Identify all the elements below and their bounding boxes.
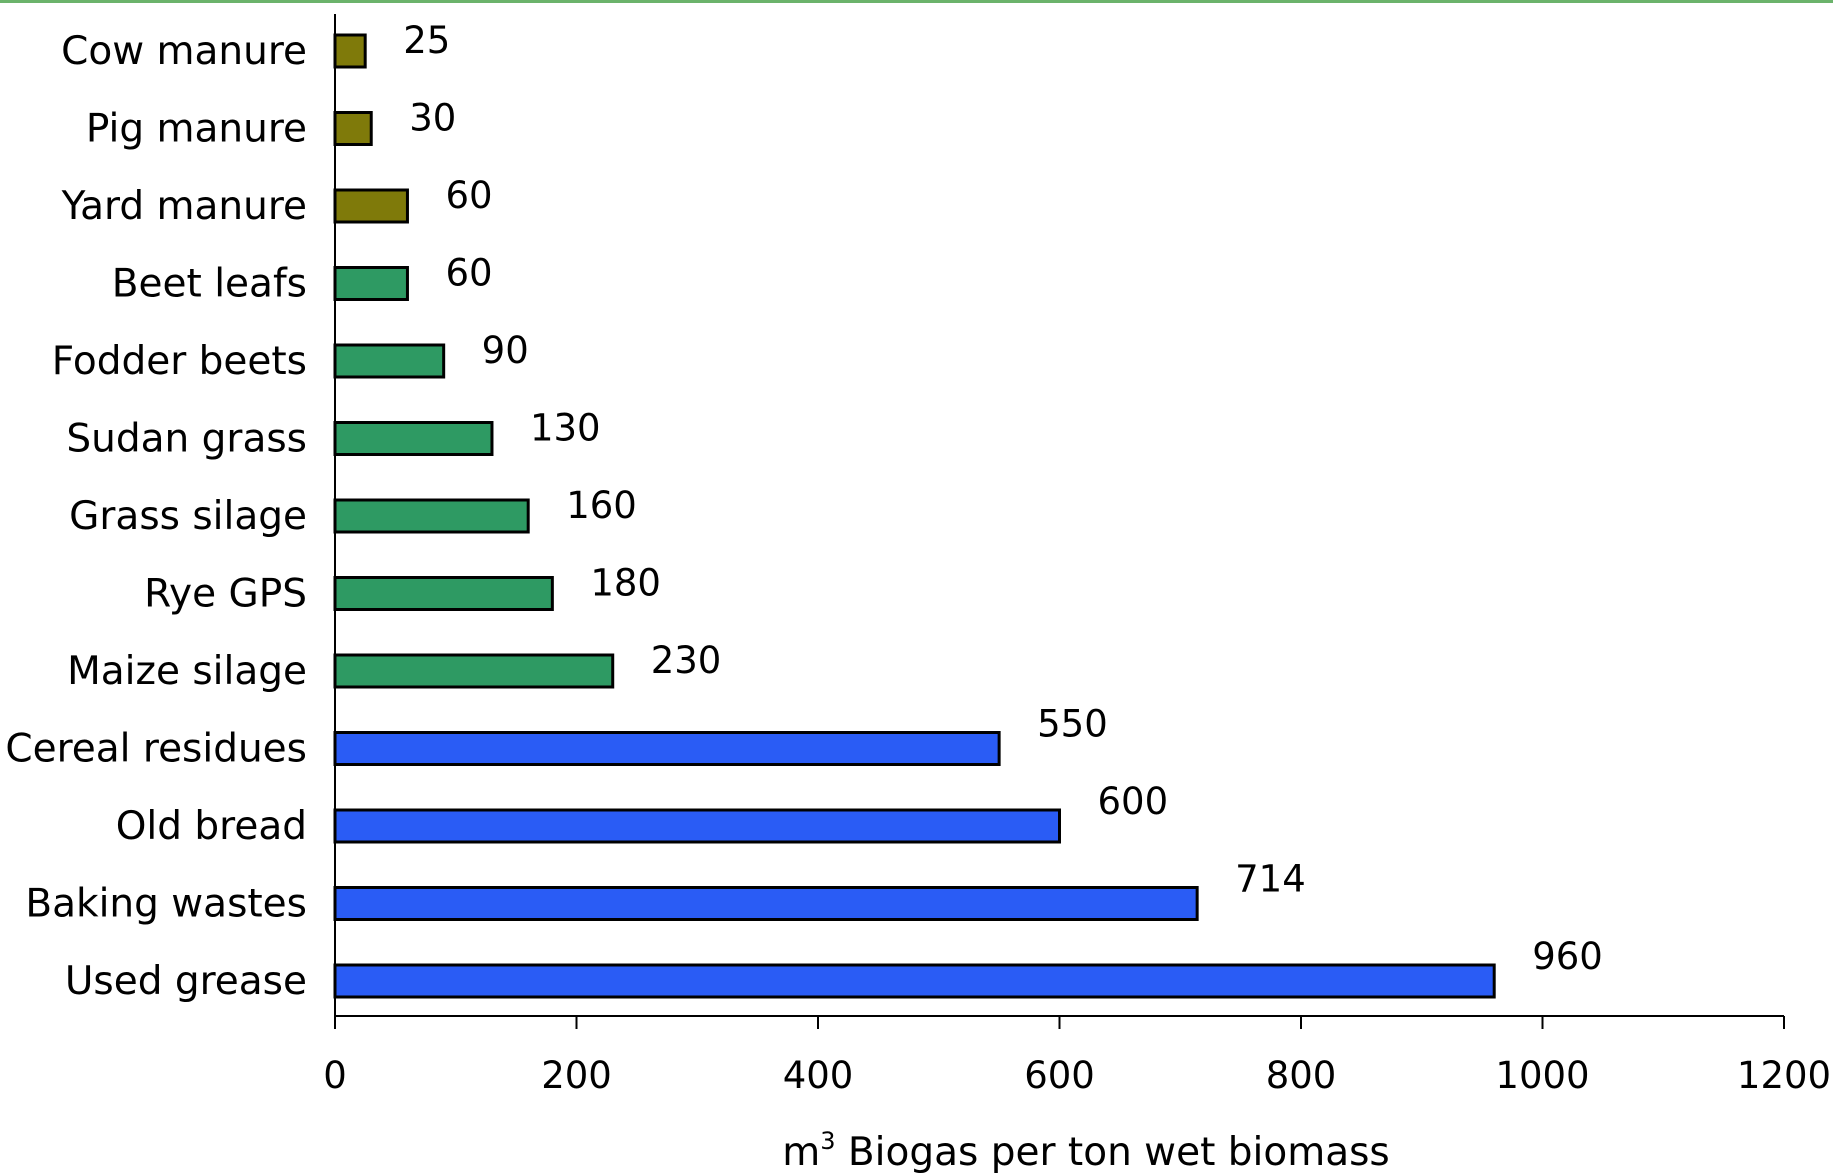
category-label: Used grease — [65, 959, 307, 1004]
x-axis-unit: m — [782, 1130, 820, 1175]
bar-used-grease — [333, 963, 1496, 999]
value-label: 230 — [651, 639, 722, 682]
x-tick-label: 1000 — [1495, 1054, 1589, 1097]
value-label: 25 — [403, 19, 450, 62]
x-axis-title-text: Biogas per ton wet biomass — [836, 1130, 1390, 1175]
value-label: 130 — [530, 407, 601, 450]
top-accent-line — [0, 0, 1833, 3]
category-label: Fodder beets — [52, 339, 307, 384]
category-labels-group: Cow manure Pig manure Yard manure Beet leaf… — [5, 29, 307, 1004]
bars-group — [333, 33, 1496, 999]
x-axis-unit-superscript: 3 — [820, 1127, 835, 1155]
category-label: Pig manure — [86, 107, 307, 152]
x-axis-title: m3 Biogas per ton wet biomass — [782, 1127, 1390, 1175]
value-label: 960 — [1532, 935, 1603, 978]
value-label: 60 — [445, 252, 492, 295]
bar-cereal-residues — [333, 731, 1001, 766]
bar-cow-manure — [333, 33, 367, 69]
category-label: Yard manure — [61, 184, 307, 229]
value-label: 180 — [590, 562, 661, 605]
bar-old-bread — [333, 808, 1061, 844]
value-label: 30 — [409, 97, 456, 140]
x-tick-label: 600 — [1024, 1054, 1095, 1097]
category-label: Old bread — [116, 804, 307, 849]
bar-maize-silage — [333, 653, 615, 689]
bar-yard-manure — [333, 188, 409, 224]
category-label: Sudan grass — [66, 417, 307, 462]
bar-rye-gps — [333, 576, 554, 611]
value-label: 60 — [445, 174, 492, 217]
bar-grass-silage — [333, 498, 530, 534]
x-tick-label: 200 — [541, 1054, 612, 1097]
bar-fodder-beets — [333, 343, 446, 379]
value-label: 90 — [482, 329, 529, 372]
bar-beet-leafs — [333, 266, 409, 301]
value-label: 600 — [1098, 780, 1169, 823]
axes-group: 0 200 400 600 800 1000 1200 — [323, 14, 1831, 1097]
bar-baking-wastes — [333, 886, 1199, 921]
category-label: Grass silage — [69, 494, 307, 539]
category-label: Cow manure — [61, 29, 307, 74]
x-tick-label: 400 — [783, 1054, 854, 1097]
value-label: 550 — [1037, 703, 1108, 746]
bar-sudan-grass — [333, 421, 494, 456]
value-label: 160 — [566, 484, 637, 527]
category-label: Maize silage — [67, 649, 307, 694]
bar-pig-manure — [333, 111, 373, 146]
category-label: Cereal residues — [5, 727, 307, 772]
x-tick-label: 800 — [1266, 1054, 1337, 1097]
category-label: Baking wastes — [25, 882, 307, 927]
category-label: Beet leafs — [112, 262, 307, 307]
value-label: 714 — [1235, 858, 1306, 901]
x-tick-label: 0 — [323, 1054, 347, 1097]
category-label: Rye GPS — [144, 572, 307, 617]
x-tick-label: 1200 — [1737, 1054, 1831, 1097]
